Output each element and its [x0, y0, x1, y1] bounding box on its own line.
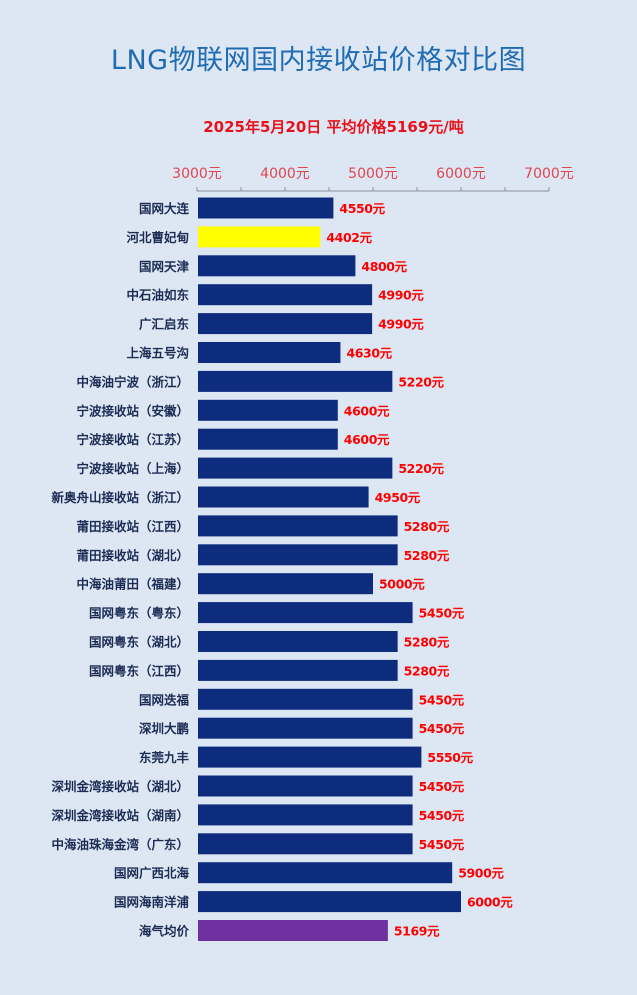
bar — [198, 862, 453, 884]
data-label: 5280元 — [404, 519, 450, 534]
bar — [198, 573, 373, 595]
chart-title: LNG物联网国内接收站价格对比图 — [110, 45, 527, 76]
category-label: 国网粤东（江西） — [89, 663, 189, 678]
bar — [198, 197, 334, 219]
chart-subtitle: 2025年5月20日 平均价格5169元/吨 — [203, 118, 464, 136]
category-label: 国网天津 — [139, 259, 190, 274]
category-label: 国网迭福 — [139, 692, 190, 707]
data-label: 4990元 — [378, 288, 424, 303]
bar — [198, 631, 398, 652]
category-label: 国网广西北海 — [114, 866, 190, 881]
data-label: 4990元 — [378, 317, 424, 332]
data-label: 5280元 — [404, 548, 450, 563]
category-label: 海气均价 — [139, 924, 190, 939]
data-label: 6000元 — [467, 895, 513, 910]
data-label: 5550元 — [427, 750, 473, 765]
bar — [198, 920, 388, 941]
data-label: 5169元 — [394, 924, 440, 939]
category-label: 深圳金湾接收站（湖北） — [51, 779, 189, 794]
bar — [198, 544, 398, 566]
data-label: 5450元 — [419, 837, 465, 852]
bar — [198, 746, 422, 768]
category-label: 国网粤东（湖北） — [89, 635, 189, 650]
category-label: 国网大连 — [139, 201, 190, 216]
category-label: 河北曹妃甸 — [126, 230, 189, 245]
x-tick-label: 4000元 — [260, 166, 310, 182]
data-label: 5450元 — [419, 808, 465, 823]
x-tick-label: 7000元 — [524, 166, 574, 182]
data-label: 5220元 — [398, 461, 444, 476]
bar — [198, 515, 398, 537]
data-label: 4630元 — [346, 346, 392, 361]
bar — [198, 804, 413, 826]
category-label: 宁波接收站（安徽） — [76, 403, 189, 418]
data-label: 4550元 — [339, 201, 385, 216]
bar — [198, 313, 373, 335]
bar — [198, 717, 413, 739]
category-label: 广汇启东 — [139, 317, 190, 332]
data-label: 5280元 — [404, 663, 450, 678]
x-tick-label: 5000元 — [348, 166, 398, 182]
bar — [198, 602, 413, 624]
data-label: 4600元 — [344, 403, 390, 418]
category-label: 新奥舟山接收站（浙江） — [51, 490, 189, 505]
data-label: 5450元 — [419, 692, 465, 707]
data-label: 4600元 — [344, 432, 390, 447]
category-label: 深圳金湾接收站（湖南） — [51, 808, 189, 823]
category-label: 宁波接收站（江苏） — [76, 432, 189, 447]
data-label: 5280元 — [404, 635, 450, 650]
bar — [198, 486, 369, 508]
data-label: 5450元 — [419, 721, 465, 736]
bar — [198, 399, 338, 421]
category-label: 宁波接收站（上海） — [76, 461, 189, 476]
category-label: 东莞九丰 — [139, 750, 190, 765]
data-label: 5000元 — [379, 577, 425, 592]
data-label: 4950元 — [375, 490, 421, 505]
data-label: 5220元 — [398, 374, 444, 389]
category-label: 国网海南洋浦 — [114, 895, 190, 910]
bar — [198, 428, 338, 450]
category-label: 上海五号沟 — [126, 346, 189, 361]
category-label: 中石油如东 — [126, 288, 189, 303]
data-label: 5900元 — [458, 866, 504, 881]
bar — [198, 775, 413, 797]
data-label: 5450元 — [419, 606, 465, 621]
category-label: 深圳大鹏 — [139, 721, 189, 736]
category-label: 中海油宁波（浙江） — [76, 374, 189, 389]
category-label: 中海油珠海金湾（广东） — [51, 837, 189, 852]
bar — [198, 370, 393, 392]
bar — [198, 255, 356, 277]
data-label: 4800元 — [361, 259, 407, 274]
bar — [198, 688, 413, 710]
x-tick-label: 6000元 — [436, 166, 486, 182]
category-label: 莆田接收站（江西） — [76, 519, 189, 534]
bar — [198, 457, 393, 479]
bar — [198, 659, 398, 681]
bar — [198, 891, 461, 913]
x-tick-label: 3000元 — [172, 166, 222, 182]
category-label: 国网粤东（粤东） — [89, 606, 189, 621]
bar — [198, 342, 341, 363]
bar — [198, 284, 373, 306]
category-label: 莆田接收站（湖北） — [76, 548, 189, 563]
data-label: 5450元 — [419, 779, 465, 794]
bar — [198, 226, 321, 248]
data-label: 4402元 — [326, 230, 372, 245]
bar — [198, 833, 413, 855]
category-label: 中海油莆田（福建） — [76, 577, 189, 592]
